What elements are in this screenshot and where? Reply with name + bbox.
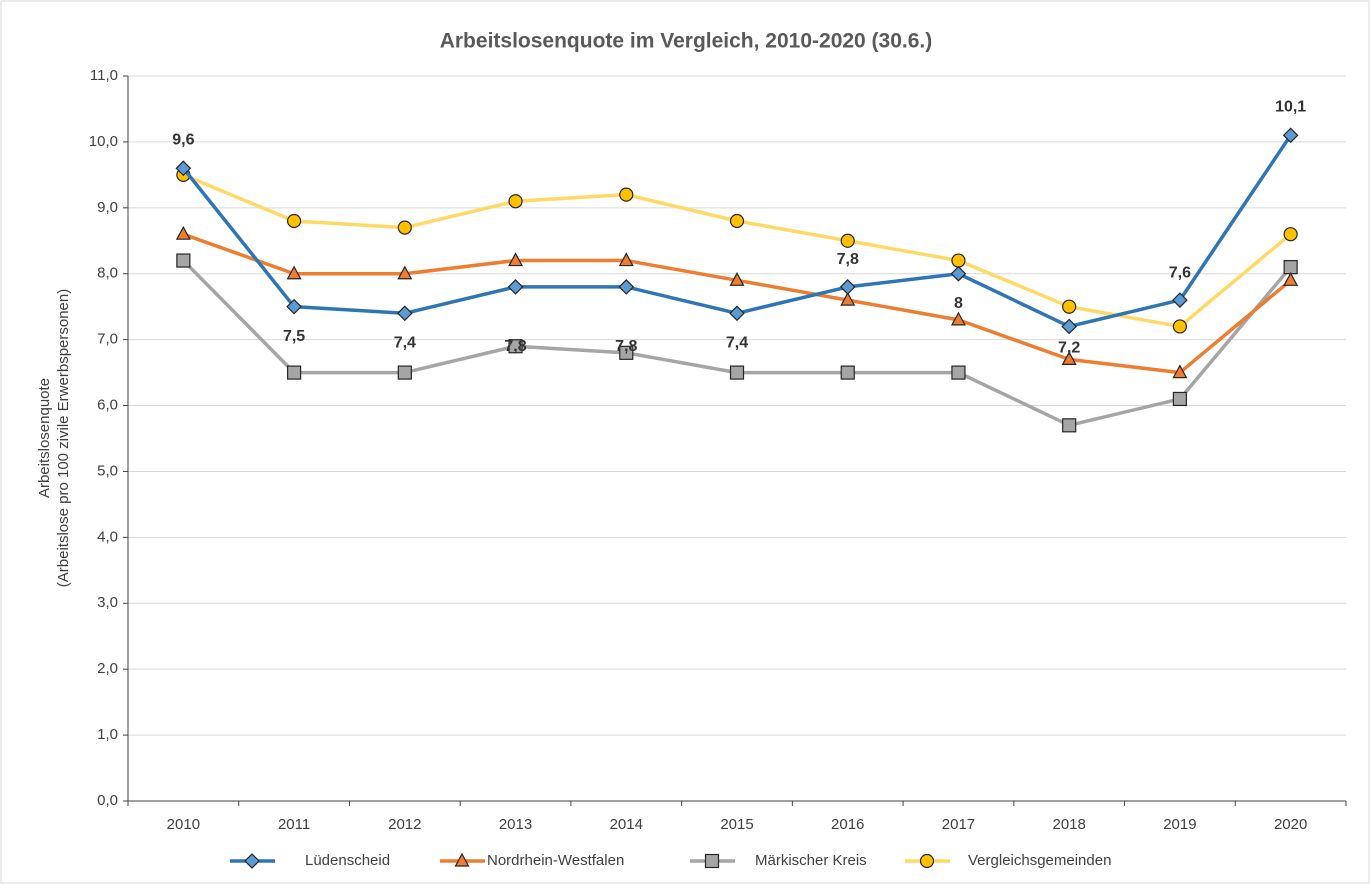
x-tick-label: 2016 (831, 816, 864, 833)
marker (950, 265, 967, 282)
x-tick-label: 2013 (499, 816, 532, 833)
x-tick-label: 2011 (278, 816, 310, 833)
marker (950, 311, 966, 326)
legend-marker (244, 853, 260, 869)
x-tick-label: 2017 (942, 816, 975, 833)
y-tick-label: 10,0 (89, 133, 118, 150)
marker (1283, 260, 1298, 275)
marker (729, 272, 745, 286)
data-label: 10,1 (1275, 99, 1306, 116)
marker (951, 365, 966, 380)
marker (619, 187, 634, 202)
marker (397, 220, 412, 235)
marker (1283, 272, 1299, 286)
y-axis-title: (Arbeitslose pro 100 zivile Erwerbsperso… (55, 289, 72, 587)
y-tick-label: 9,0 (97, 199, 118, 216)
marker (1172, 292, 1188, 308)
marker (729, 365, 745, 380)
data-label: 7,6 (1169, 264, 1191, 281)
marker (618, 252, 634, 267)
marker (618, 279, 635, 295)
marker (840, 291, 856, 306)
marker (286, 213, 302, 229)
marker (507, 279, 524, 295)
y-tick-label: 6,0 (97, 397, 118, 414)
marker (508, 252, 524, 267)
data-label: 7,8 (837, 251, 859, 268)
x-tick-label: 2010 (167, 816, 200, 833)
marker (397, 365, 412, 380)
data-label: 9,6 (172, 131, 194, 148)
legend-marker (454, 852, 470, 867)
legend-label: Nordrhein-Westfalen (487, 852, 624, 869)
y-tick-label: 7,0 (97, 331, 118, 348)
marker (175, 225, 191, 240)
y-axis-title: Arbeitslosenquote (36, 378, 53, 498)
y-tick-label: 3,0 (97, 594, 118, 611)
legend-label: Märkischer Kreis (755, 852, 867, 869)
x-tick-label: 2014 (610, 816, 643, 833)
marker (1172, 391, 1188, 407)
marker (286, 265, 302, 280)
marker (840, 233, 855, 248)
marker (1061, 351, 1077, 366)
x-tick-label: 2020 (1274, 816, 1307, 833)
marker (729, 305, 745, 322)
marker (951, 253, 966, 268)
marker (396, 305, 413, 322)
x-tick-label: 2012 (388, 816, 421, 833)
data-label: 8 (954, 295, 963, 312)
marker (1283, 227, 1298, 242)
y-tick-label: 8,0 (97, 265, 118, 282)
marker (1172, 364, 1188, 379)
marker (1062, 418, 1077, 433)
chart-title: Arbeitslosenquote im Vergleich, 2010-202… (440, 30, 933, 53)
y-tick-label: 0,0 (97, 792, 118, 809)
marker (1172, 319, 1188, 334)
data-label: 7,4 (726, 334, 748, 351)
marker (619, 345, 634, 360)
y-tick-label: 4,0 (97, 528, 118, 545)
x-tick-label: 2019 (1163, 816, 1196, 833)
marker (840, 365, 855, 380)
data-label: 7,5 (283, 328, 305, 345)
marker (286, 298, 302, 315)
y-tick-label: 11,0 (90, 67, 118, 84)
marker (176, 253, 191, 268)
x-tick-label: 2015 (720, 816, 753, 833)
data-label: 7,4 (394, 334, 416, 351)
marker (1062, 299, 1077, 314)
marker (175, 160, 192, 177)
data-label: 7,8 (504, 338, 526, 355)
marker (508, 194, 523, 209)
marker (839, 279, 856, 295)
marker (729, 213, 745, 229)
legend-marker (704, 853, 720, 869)
y-tick-label: 1,0 (97, 726, 118, 743)
marker (1282, 127, 1299, 144)
legend-marker (919, 853, 935, 869)
legend-label: Vergleichsgemeinden (968, 852, 1111, 869)
marker (508, 339, 523, 354)
x-tick-label: 2018 (1052, 816, 1085, 833)
marker (1061, 318, 1078, 335)
y-tick-label: 5,0 (97, 462, 118, 479)
data-label: 7,2 (1058, 340, 1080, 357)
y-tick-label: 2,0 (97, 660, 118, 677)
legend-label: Lüdenscheid (305, 852, 390, 869)
marker (397, 265, 413, 280)
data-label: 7,8 (615, 338, 637, 355)
marker (286, 365, 302, 380)
